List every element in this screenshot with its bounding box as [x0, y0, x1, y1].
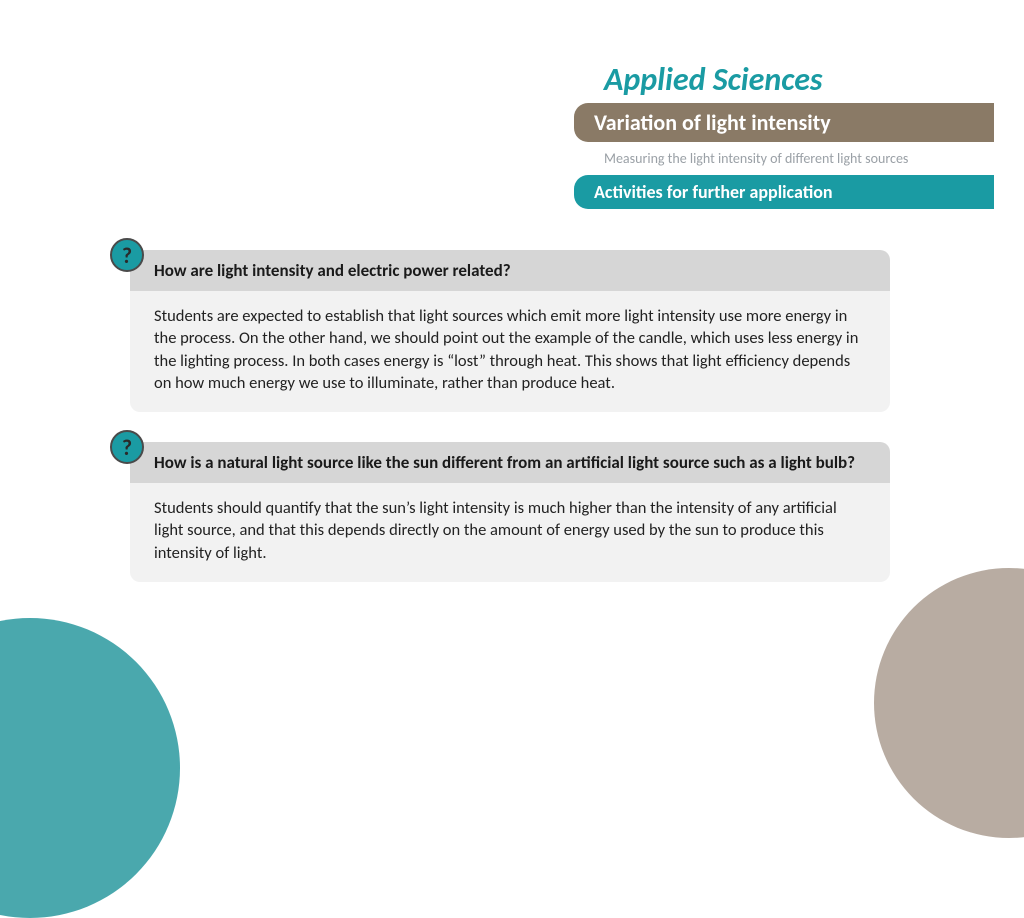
- answer-text: Students are expected to establish that …: [130, 291, 890, 412]
- brand-title: Applied Sciences: [604, 60, 994, 99]
- question-mark-icon: ?: [110, 238, 144, 272]
- question-mark-icon: ?: [110, 430, 144, 464]
- qa-block: ? How are light intensity and electric p…: [130, 250, 890, 412]
- section-bar: Activities for further application: [574, 175, 994, 209]
- question-text: How are light intensity and electric pow…: [130, 250, 890, 291]
- decorative-circle-beige: [874, 568, 1024, 838]
- answer-text: Students should quantify that the sun’s …: [130, 483, 890, 582]
- header-region: Applied Sciences Variation of light inte…: [574, 60, 994, 209]
- subtitle-text: Measuring the light intensity of differe…: [574, 142, 994, 175]
- topic-bar: Variation of light intensity: [574, 103, 994, 142]
- decorative-circle-teal: [0, 618, 180, 918]
- qa-block: ? How is a natural light source like the…: [130, 442, 890, 582]
- question-text: How is a natural light source like the s…: [130, 442, 890, 483]
- content-area: ? How are light intensity and electric p…: [130, 250, 890, 612]
